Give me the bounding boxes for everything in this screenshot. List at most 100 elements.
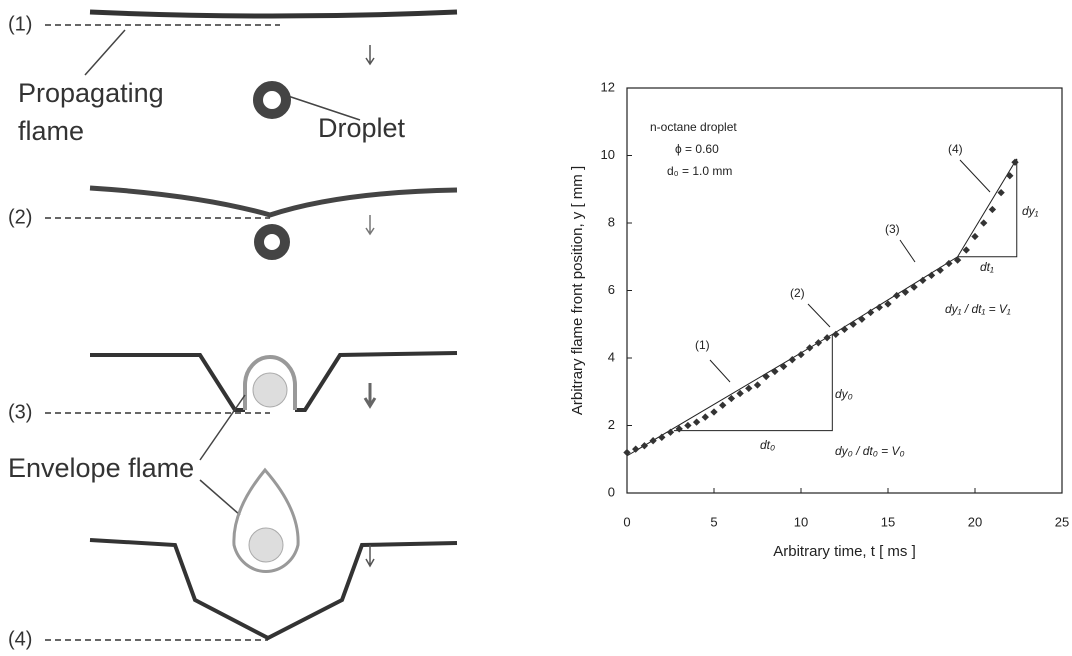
point	[988, 205, 997, 214]
x-tick-label: 5	[710, 514, 717, 529]
point	[623, 448, 631, 457]
leader	[959, 159, 991, 193]
flame	[89, 538, 458, 641]
slope-label: dy₀	[835, 387, 853, 401]
droplet-icon	[254, 224, 290, 260]
y-tick-label: 4	[608, 349, 615, 364]
x-tick-label: 25	[1055, 514, 1069, 529]
point	[701, 413, 709, 421]
point	[632, 445, 640, 453]
stage-label: (4)	[8, 628, 32, 650]
stage-annotation: (4)	[948, 142, 963, 156]
y-axis-label: Arbitrary flame front position, y [ mm ]	[569, 166, 586, 415]
point	[980, 219, 988, 227]
point	[684, 421, 692, 430]
label: flame	[18, 116, 84, 146]
point	[945, 259, 953, 268]
x-axis-label: Arbitrary time, t [ ms ]	[773, 543, 916, 560]
droplet-ball	[252, 372, 288, 408]
y-tick-label: 0	[608, 484, 615, 499]
annotation: d₀ = 1.0 mm	[667, 164, 732, 178]
x-tick-label: 20	[968, 514, 982, 529]
point	[806, 344, 814, 352]
stage-annotation: (1)	[695, 338, 710, 352]
point	[823, 334, 831, 342]
droplet-icon	[253, 81, 291, 119]
point	[997, 188, 1005, 197]
y-tick-label: 6	[608, 282, 615, 297]
annotation: ϕ = 0.60	[675, 142, 719, 156]
point	[971, 232, 979, 241]
point	[832, 330, 840, 339]
annotation: n-octane droplet	[650, 120, 737, 134]
envelope	[232, 467, 300, 573]
x-tick-label: 0	[623, 514, 630, 529]
envelope	[243, 355, 297, 410]
point	[771, 367, 779, 376]
droplet-ball	[248, 527, 284, 563]
point	[866, 308, 875, 317]
flame	[89, 9, 458, 19]
leader	[807, 303, 831, 328]
point	[901, 288, 910, 296]
point	[953, 256, 962, 264]
point	[762, 372, 770, 381]
point	[893, 291, 901, 300]
y-tick-label: 2	[608, 417, 615, 432]
label: Droplet	[318, 113, 406, 143]
point	[666, 428, 675, 436]
stage-label: (2)	[8, 206, 32, 228]
diagram	[45, 9, 458, 641]
slope-label: dy₀ / dt₀ = V₀	[835, 444, 905, 458]
point	[692, 418, 701, 426]
point	[858, 315, 866, 323]
point	[675, 425, 683, 433]
point	[1006, 172, 1014, 180]
stage-label: (3)	[8, 401, 32, 423]
point	[849, 320, 857, 328]
point	[1011, 158, 1019, 166]
point	[797, 350, 805, 359]
y-tick-label: 12	[601, 79, 615, 94]
point	[884, 300, 892, 308]
point	[658, 433, 666, 441]
point	[788, 356, 796, 364]
point	[736, 389, 744, 398]
arrow	[363, 383, 377, 409]
stage-label: (1)	[8, 13, 32, 35]
arrow	[365, 215, 375, 236]
point	[875, 303, 883, 312]
point	[727, 394, 736, 403]
leader	[84, 29, 126, 76]
arrow	[365, 45, 375, 66]
slope-label: dy₁ / dt₁ = V₁	[945, 302, 1011, 316]
label: Envelope flame	[8, 453, 194, 483]
point	[710, 408, 718, 416]
slope-label: dt₀	[760, 438, 775, 452]
slope-triangle	[673, 334, 833, 432]
point	[919, 276, 927, 285]
point	[719, 401, 727, 409]
point	[910, 283, 918, 291]
point	[753, 381, 762, 389]
stage-annotation: (3)	[885, 222, 900, 236]
label: Propagating	[18, 78, 164, 108]
leader	[199, 394, 246, 461]
x-tick-label: 15	[881, 514, 895, 529]
slope-label: dy₁	[1022, 204, 1039, 218]
point	[962, 246, 970, 254]
leader	[899, 239, 916, 263]
point	[649, 437, 657, 445]
point	[814, 339, 823, 347]
leader	[284, 94, 361, 121]
arrow	[365, 545, 375, 568]
point	[927, 271, 936, 279]
flame	[89, 185, 458, 218]
leader	[199, 479, 241, 516]
point	[779, 362, 788, 371]
point	[936, 266, 944, 274]
stage-annotation: (2)	[790, 286, 805, 300]
leader	[709, 359, 731, 383]
point	[840, 325, 849, 333]
